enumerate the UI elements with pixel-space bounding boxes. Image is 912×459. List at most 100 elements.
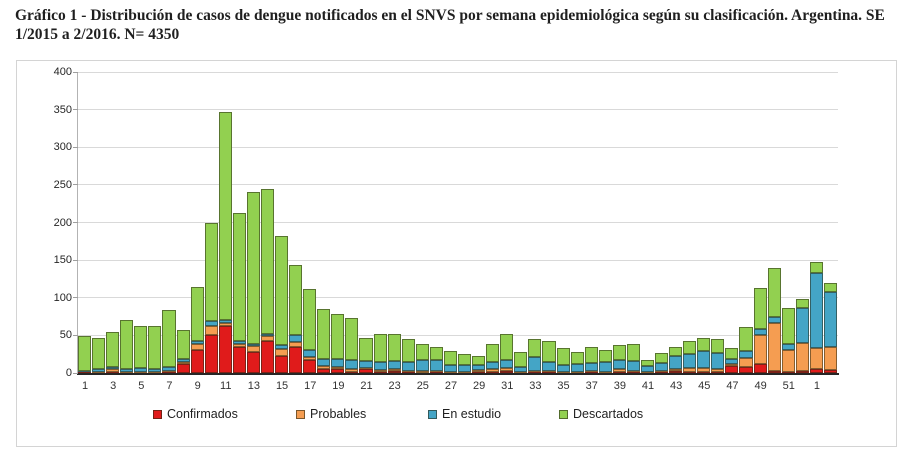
bar-segment-descartados-week-2-idx53 [823, 282, 837, 292]
bar-segment-en-estudio-week-43-idx42 [669, 356, 683, 369]
bar-segment-probables-week-12-idx11 [232, 343, 246, 347]
bar-segment-descartados-week-40-idx39 [626, 344, 640, 361]
bar-segment-confirmados-week-12-idx11 [232, 346, 246, 373]
x-tick-label-idx0: 1 [81, 380, 89, 392]
bar-segment-en-estudio-week-17-idx16 [303, 350, 317, 358]
bar-segment-en-estudio-week-16-idx15 [289, 334, 303, 343]
x-tick-label-idx48: 49 [754, 380, 767, 392]
bar-segment-en-estudio-week-13-idx12 [246, 343, 260, 346]
legend-item-probables: Probables [296, 406, 366, 422]
bar-segment-confirmados-week-29-idx28 [472, 371, 486, 373]
bar-segment-descartados-week-5-idx4 [134, 325, 148, 368]
y-tick-label-100: 100 [53, 291, 72, 304]
legend-item-confirmados: Confirmados [153, 406, 238, 422]
x-tick-label-idx32: 33 [529, 380, 542, 392]
bar-segment-descartados-week-42-idx41 [655, 352, 669, 364]
bar-segment-probables-week-17-idx16 [303, 357, 317, 361]
bar-segment-en-estudio-week-2-idx1 [92, 369, 106, 373]
bar-segment-descartados-week-15-idx14 [275, 236, 289, 346]
bar-segment-probables-week-47-idx46 [725, 363, 739, 367]
bar-segment-confirmados-week-2-idx53 [823, 370, 837, 373]
gridline-400 [78, 71, 838, 73]
bar-segment-en-estudio-week-41-idx40 [640, 366, 655, 373]
bar-segment-en-estudio-week-31-idx30 [500, 360, 514, 368]
bar-segment-descartados-week-36-idx35 [570, 351, 584, 364]
x-tick-label-idx44: 45 [698, 380, 711, 392]
x-tick-label-idx38: 39 [613, 380, 626, 392]
bar-segment-probables-week-3-idx2 [106, 369, 120, 373]
legend-swatch-icon [296, 409, 305, 419]
gridline-150 [78, 259, 838, 261]
bar-segment-confirmados-week-9-idx8 [190, 350, 204, 373]
bar-segment-en-estudio-week-50-idx49 [767, 316, 781, 324]
gridline-250 [78, 184, 838, 186]
bar-segment-confirmados-week-47-idx46 [725, 366, 739, 373]
bar-segment-probables-week-40-idx39 [626, 370, 640, 373]
bar-segment-confirmados-week-18-idx17 [317, 368, 331, 373]
bar-segment-en-estudio-week-51-idx50 [781, 343, 795, 351]
bar-segment-en-estudio-week-18-idx17 [317, 359, 331, 367]
bar-segment-probables-week-43-idx42 [669, 368, 683, 371]
x-tick-label-idx6: 7 [166, 380, 173, 392]
y-tick-400 [73, 71, 78, 73]
bar-segment-en-estudio-week-27-idx26 [443, 364, 457, 372]
bar-segment-probables-week-33-idx32 [528, 370, 542, 373]
x-tick-label-idx12: 13 [247, 380, 261, 392]
bar-segment-en-estudio-week-34-idx33 [542, 362, 556, 371]
bar-segment-descartados-week-43-idx42 [669, 347, 683, 357]
bar-segment-probables-week-9-idx8 [190, 343, 204, 351]
bar-segment-probables-week-48-idx47 [739, 357, 753, 367]
bar-segment-probables-week-15-idx14 [275, 348, 289, 356]
bar-segment-confirmados-week-21-idx20 [359, 369, 373, 373]
bar-segment-descartados-week-9-idx8 [190, 287, 204, 342]
gridline-100 [78, 297, 838, 299]
bar-segment-descartados-week-35-idx34 [556, 348, 570, 365]
bar-segment-confirmados-week-43-idx42 [669, 370, 683, 373]
bar-segment-descartados-week-29-idx28 [472, 356, 486, 365]
bar-segment-confirmados-week-7-idx6 [162, 371, 176, 373]
bar-segment-probables-week-50-idx49 [767, 323, 781, 371]
bar-segment-confirmados-week-20-idx19 [345, 371, 359, 373]
bar-segment-descartados-week-37-idx36 [584, 347, 598, 364]
y-tick-label-250: 250 [53, 178, 72, 191]
bar-segment-probables-week-27-idx26 [443, 371, 457, 373]
bar-segment-probables-week-25-idx24 [415, 370, 429, 373]
bar-segment-descartados-week-16-idx15 [289, 264, 303, 335]
bar-segment-confirmados-week-31-idx30 [500, 370, 514, 373]
legend-item-descartados: Descartados [559, 406, 643, 422]
bar-segment-probables-week-34-idx33 [542, 370, 556, 373]
bar-segment-descartados-week-30-idx29 [486, 343, 500, 363]
bar-segment-descartados-week-24-idx23 [401, 339, 415, 363]
x-tick-label-idx22: 23 [388, 380, 401, 392]
bar-segment-en-estudio-week-35-idx34 [556, 364, 570, 372]
bar-segment-descartados-week-14-idx13 [260, 189, 275, 334]
bar-segment-probables-week-51-idx50 [781, 350, 795, 372]
gridline-200 [78, 222, 838, 223]
y-tick-350 [73, 109, 78, 111]
plot-area: 0 50 100 150 200 250 300 350 400 1 3 5 7 9 11 13 15 17 19 2… [54, 67, 839, 392]
bar-segment-en-estudio-week-39-idx38 [612, 360, 626, 370]
bar-segment-probables-week-19-idx18 [331, 367, 345, 370]
bar-segment-en-estudio-week-45-idx44 [697, 351, 711, 368]
bar-segment-en-estudio-week-3-idx2 [106, 367, 120, 370]
bar-segment-probables-week-49-idx48 [753, 335, 767, 364]
bar-segment-confirmados-week-48-idx47 [739, 366, 753, 373]
bar-segment-descartados-week-49-idx48 [753, 288, 767, 330]
bar-segment-en-estudio-week-29-idx28 [472, 364, 486, 370]
bar-segment-confirmados-week-44-idx43 [683, 371, 697, 373]
x-tick-label-idx26: 27 [444, 380, 458, 392]
bar-segment-descartados-week-3-idx2 [106, 331, 120, 367]
bar-segment-descartados-week-21-idx20 [359, 338, 373, 361]
bar-segment-en-estudio-week-28-idx27 [458, 365, 472, 372]
bar-segment-descartados-week-23-idx22 [387, 333, 401, 361]
bar-segment-descartados-week-22-idx21 [373, 333, 387, 362]
bar-segment-descartados-week-18-idx17 [317, 309, 331, 360]
y-tick-200 [73, 222, 78, 223]
bar-segment-en-estudio-week-44-idx43 [683, 354, 697, 368]
bar-segment-probables-week-24-idx23 [401, 370, 415, 373]
bar-segment-en-estudio-week-1-idx52 [809, 272, 823, 349]
y-tick-label-50: 50 [59, 329, 72, 342]
bar-segment-descartados-week-4-idx3 [120, 320, 134, 370]
bar-segment-probables-week-46-idx45 [711, 368, 725, 372]
